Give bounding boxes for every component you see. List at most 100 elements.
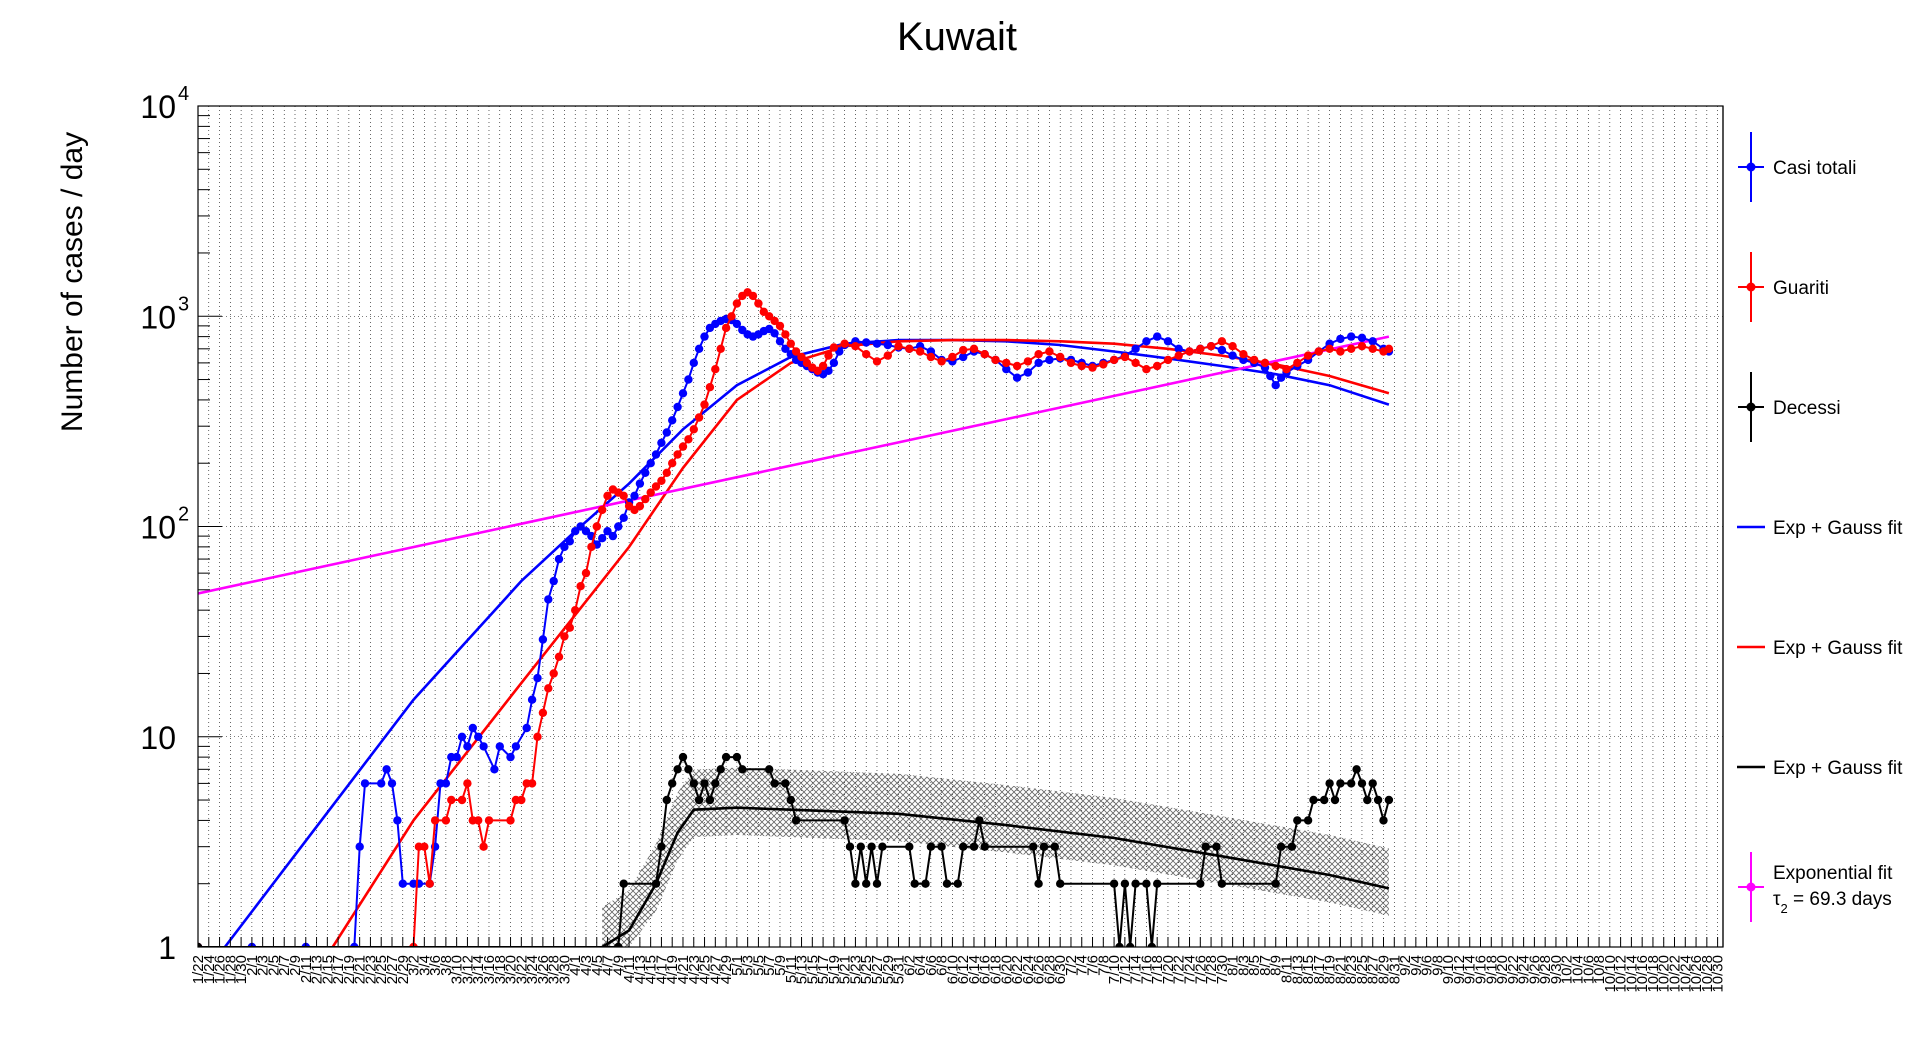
data-point bbox=[463, 779, 472, 788]
grid-layer bbox=[197, 105, 1723, 948]
data-point bbox=[851, 879, 860, 888]
x-tick-label: 3/12 bbox=[459, 955, 476, 984]
data-point bbox=[1012, 361, 1022, 371]
data-point bbox=[571, 527, 580, 536]
x-tick-label: 10/4 bbox=[1570, 955, 1587, 984]
data-point bbox=[1131, 344, 1140, 353]
data-point bbox=[716, 765, 725, 774]
x-tick-label: 8/25 bbox=[1354, 955, 1371, 984]
x-tick-label: 8/5 bbox=[1246, 955, 1263, 976]
data-point bbox=[592, 522, 601, 531]
x-tick-label: 10/28 bbox=[1699, 955, 1716, 993]
x-tick-label: 2/7 bbox=[276, 955, 293, 976]
data-point bbox=[716, 344, 725, 353]
legend-label-line2: τ2 = 69.3 days bbox=[1773, 889, 1892, 916]
x-tick-label: 3/14 bbox=[470, 955, 487, 984]
x-tick-label: 10/24 bbox=[1677, 955, 1694, 993]
y-tick-exponent: 4 bbox=[178, 83, 189, 105]
x-tick-label: 7/24 bbox=[1182, 955, 1199, 984]
legend: Casi totali Guariti Decessi Exp + Gauss fit… bbox=[1722, 106, 1903, 947]
data-point bbox=[1303, 816, 1313, 825]
data-point bbox=[878, 842, 887, 851]
x-tick-label: 1/24 bbox=[201, 955, 218, 984]
data-point bbox=[1034, 358, 1043, 368]
data-point bbox=[678, 752, 688, 762]
data-point bbox=[711, 365, 720, 374]
x-tick-label: 5/13 bbox=[794, 955, 811, 984]
x-tick-label: 5/23 bbox=[847, 955, 864, 984]
data-point bbox=[1034, 350, 1043, 359]
data-point bbox=[1153, 879, 1162, 888]
x-tick-label: 2/13 bbox=[309, 955, 326, 984]
x-tick-label: 2/23 bbox=[362, 955, 379, 984]
legend-marker bbox=[1746, 402, 1756, 412]
data-point bbox=[668, 416, 677, 425]
data-point bbox=[1196, 879, 1205, 888]
data-point bbox=[1325, 344, 1334, 353]
x-tick-label: 5/11 bbox=[783, 955, 800, 983]
legend-marker bbox=[1746, 282, 1756, 292]
x-tick-label: 9/14 bbox=[1462, 955, 1479, 984]
legend-entry: Casi totali bbox=[1738, 132, 1856, 202]
x-tick-label: 4/27 bbox=[707, 955, 724, 984]
data-point bbox=[802, 358, 812, 368]
data-point bbox=[1228, 342, 1237, 351]
data-point bbox=[544, 684, 553, 693]
data-point bbox=[538, 708, 548, 717]
x-tick-label: 5/3 bbox=[740, 955, 757, 976]
data-point bbox=[662, 468, 671, 477]
legend-label: Guariti bbox=[1773, 278, 1829, 299]
data-point bbox=[1239, 350, 1248, 359]
data-point bbox=[533, 732, 542, 741]
legend-label: Exp + Gauss fit bbox=[1773, 518, 1903, 539]
data-point bbox=[662, 795, 671, 805]
data-point bbox=[824, 366, 833, 375]
data-point bbox=[452, 752, 461, 762]
data-point bbox=[608, 531, 618, 541]
data-point bbox=[377, 779, 386, 788]
data-point bbox=[883, 351, 892, 360]
x-tick-label: 4/9 bbox=[610, 955, 627, 976]
x-tick-label: 4/13 bbox=[632, 955, 649, 984]
data-point bbox=[382, 765, 391, 774]
data-point bbox=[1206, 342, 1216, 351]
x-tick-label: 6/14 bbox=[966, 955, 983, 984]
x-tick-label: 7/6 bbox=[1085, 955, 1102, 976]
data-point bbox=[662, 428, 671, 437]
data-point bbox=[576, 522, 585, 531]
data-point bbox=[1066, 358, 1076, 368]
data-point bbox=[1336, 334, 1345, 344]
data-point bbox=[840, 339, 849, 348]
x-tick-label: 9/6 bbox=[1419, 955, 1436, 976]
data-point bbox=[872, 357, 882, 366]
data-point bbox=[975, 816, 984, 825]
x-tick-label: 2/9 bbox=[287, 955, 304, 976]
data-point bbox=[1174, 351, 1183, 360]
data-point bbox=[829, 343, 839, 352]
data-point bbox=[883, 340, 892, 350]
x-tick-label: 8/31 bbox=[1386, 955, 1403, 984]
x-tick-label: 4/1 bbox=[567, 955, 584, 976]
data-point bbox=[1347, 332, 1356, 341]
x-tick-label: 5/27 bbox=[869, 955, 886, 984]
data-point bbox=[1347, 779, 1356, 788]
x-tick-label: 9/24 bbox=[1516, 955, 1533, 984]
x-tick-label: 8/1 bbox=[1225, 955, 1242, 976]
data-point bbox=[641, 494, 650, 504]
data-point bbox=[1303, 351, 1313, 360]
x-tick-label: 8/19 bbox=[1322, 955, 1339, 984]
data-point bbox=[845, 842, 855, 851]
data-point bbox=[791, 347, 801, 356]
data-point bbox=[1282, 365, 1291, 374]
data-point bbox=[1147, 942, 1156, 947]
y-tick-label: 10 bbox=[140, 510, 176, 546]
x-tick-label: 4/23 bbox=[686, 955, 703, 984]
data-point bbox=[851, 342, 860, 351]
x-tick-label: 4/7 bbox=[600, 955, 617, 976]
data-point bbox=[1260, 358, 1270, 368]
data-point bbox=[775, 337, 785, 346]
x-tick-label: 7/10 bbox=[1106, 955, 1123, 984]
legend-entry: Guariti bbox=[1738, 252, 1829, 322]
data-point bbox=[689, 779, 698, 788]
data-point bbox=[1131, 879, 1140, 888]
